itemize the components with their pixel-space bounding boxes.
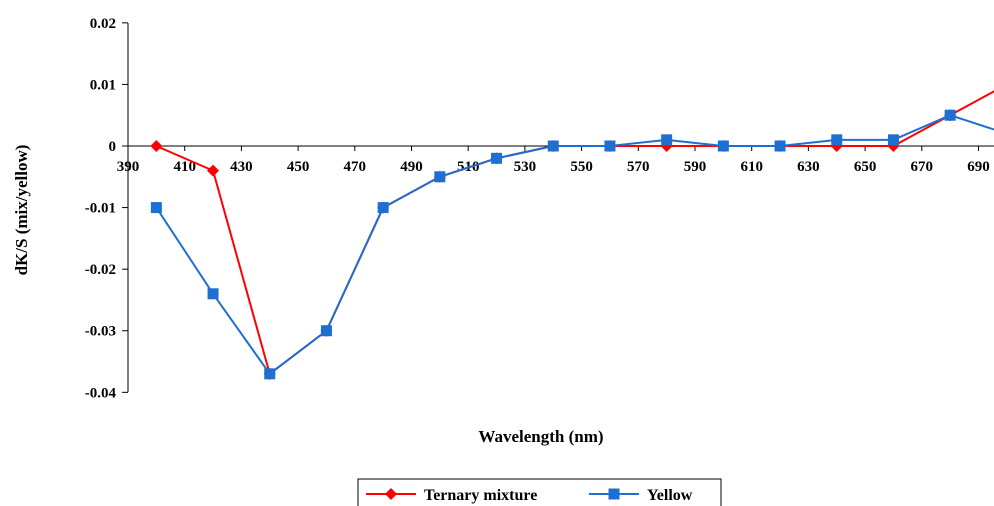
data-point [207, 288, 219, 300]
data-point [774, 140, 786, 152]
y-axis-title: dK/S (mix/yellow) [12, 145, 31, 276]
data-point [547, 140, 559, 152]
data-point [320, 325, 332, 337]
x-tick-label: 590 [684, 159, 707, 175]
legend-yellow-label: Yellow [647, 487, 693, 504]
x-axis-title: Wavelength (nm) [478, 427, 603, 446]
plot-area [127, 23, 994, 392]
x-tick-label: 630 [797, 159, 820, 175]
legend: Ternary mixture Yellow [357, 478, 722, 506]
data-point [604, 140, 616, 152]
y-tick-label: 0.02 [90, 16, 116, 32]
x-tick-label: 610 [740, 159, 763, 175]
x-tick-label: 670 [911, 159, 934, 175]
x-tick-label: 390 [117, 159, 140, 175]
data-point [831, 134, 843, 146]
data-point [150, 202, 162, 214]
x-tick-label: 490 [400, 159, 423, 175]
data-point [264, 368, 276, 380]
data-point [944, 109, 956, 121]
data-point [377, 202, 389, 214]
x-tick-label: 570 [627, 159, 650, 175]
series-line [155, 90, 994, 375]
y-tick-label: 0.01 [90, 77, 116, 93]
legend-diamond-icon [385, 488, 397, 500]
x-tick-label: 650 [854, 159, 877, 175]
data-point [434, 171, 446, 183]
data-point [207, 164, 220, 177]
data-point [887, 134, 899, 146]
legend-yellow-marker [608, 488, 620, 500]
legend-ternary-label: Ternary mixture [424, 487, 537, 504]
x-tick-label: 690 [967, 159, 990, 175]
y-tick-label: -0.01 [85, 201, 116, 217]
x-tick-label: 470 [344, 159, 367, 175]
series-layer [150, 90, 994, 380]
x-axis-ticks: 390 410 430 450 470 490 510 530 550 570 590 610 630 6… [117, 146, 990, 175]
y-tick-label: -0.04 [85, 385, 117, 401]
y-tick-label: -0.02 [85, 262, 116, 278]
y-tick-label: 0 [109, 139, 117, 155]
data-point [150, 140, 163, 152]
x-tick-label: 530 [514, 159, 537, 175]
data-point [717, 140, 729, 152]
series-yellow [150, 109, 994, 380]
x-tick-label: 410 [173, 159, 196, 175]
x-tick-label: 450 [287, 159, 310, 175]
x-tick-label: 550 [570, 159, 593, 175]
series-line [155, 114, 994, 375]
y-tick-label: -0.03 [85, 324, 116, 340]
legend-square-icon [608, 488, 620, 500]
legend-box [357, 478, 722, 506]
legend-ternary-marker [385, 488, 397, 500]
data-point [491, 152, 503, 164]
data-point [661, 134, 673, 146]
series-ternary-mixture [150, 90, 994, 380]
x-tick-label: 430 [230, 159, 253, 175]
y-axis-ticks: 0.02 0.01 0 -0.01 -0.02 -0.03 -0.04 [85, 16, 128, 401]
